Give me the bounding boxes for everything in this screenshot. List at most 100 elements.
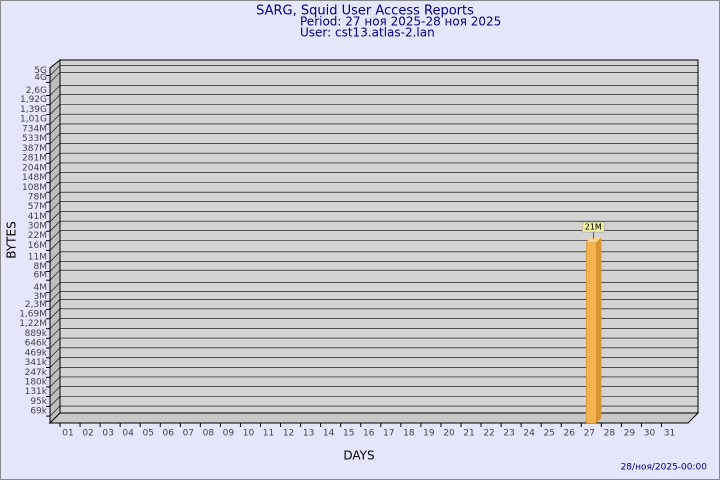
y-tick-label: 30M — [28, 222, 47, 232]
grid-line — [49, 396, 61, 407]
y-tick-label: 148M — [22, 173, 47, 183]
user-label: User: cst13.atlas-2.lan — [300, 26, 435, 40]
y-tick-label: 131k — [25, 387, 48, 397]
x-axis-label: DAYS — [343, 449, 374, 463]
y-tick-label: 1,69M — [19, 309, 47, 319]
y-tick-label: 16M — [28, 241, 47, 251]
grid-line — [49, 182, 61, 193]
x-tick-label: 03 — [102, 429, 113, 439]
grid-line — [49, 172, 61, 183]
y-tick-label: 1,92G — [20, 95, 47, 105]
x-tick-label: 05 — [142, 429, 153, 439]
value-label: 21M — [585, 223, 602, 232]
chart-title: SARG, Squid User Access Reports — [256, 4, 474, 19]
y-tick-label: 95k — [30, 397, 47, 407]
footer-date: 28/ноя/2025-00:00 — [621, 463, 708, 473]
x-tick-label: 25 — [543, 429, 554, 439]
grid-line — [49, 386, 61, 397]
floor — [48, 412, 700, 424]
grid-line — [49, 367, 61, 378]
grid-line — [49, 162, 61, 174]
x-tick-label: 28 — [604, 429, 616, 439]
grid-line — [49, 114, 61, 125]
grid-line — [49, 230, 61, 241]
grid-line — [49, 291, 61, 302]
grid-line — [49, 251, 61, 262]
y-tick-label: 2,6G — [26, 86, 47, 96]
grid-line — [49, 201, 61, 212]
grid-line — [49, 376, 61, 388]
grid-line — [49, 347, 61, 358]
x-tick-label: 11 — [263, 429, 274, 439]
grid-line — [49, 282, 61, 293]
x-tick-label: 04 — [122, 429, 134, 439]
x-tick-label: 18 — [403, 429, 415, 439]
y-tick-label: 4M — [34, 283, 48, 293]
grid-line — [49, 133, 61, 144]
grid-line — [49, 261, 61, 272]
x-tick-label: 15 — [343, 429, 354, 439]
x-tick-label: 26 — [564, 429, 576, 439]
y-tick-label: 646k — [25, 339, 48, 349]
y-tick-label: 204M — [22, 163, 47, 173]
x-tick-label: 31 — [664, 429, 675, 439]
y-tick-label: 41M — [28, 212, 47, 222]
grid-line — [49, 337, 61, 349]
bar — [586, 241, 597, 424]
x-tick-label: 29 — [624, 429, 636, 439]
y-tick-label: 78M — [28, 193, 47, 203]
y-tick-label: 533M — [22, 134, 47, 144]
x-tick-label: 22 — [483, 429, 494, 439]
grid-line — [49, 405, 61, 417]
x-tick-label: 08 — [203, 429, 215, 439]
y-tick-label: 1,01G — [20, 115, 47, 125]
y-tick-label: 341k — [25, 358, 48, 368]
grid-line — [49, 191, 61, 203]
grid-line — [49, 318, 61, 329]
y-tick-label: 889k — [25, 329, 48, 339]
x-tick-label: 13 — [303, 429, 314, 439]
x-tick-label: 09 — [223, 429, 235, 439]
y-tick-label: 247k — [25, 368, 48, 378]
grid-line — [49, 211, 61, 222]
grid-line — [49, 123, 61, 135]
y-tick-label: 2,3M — [25, 300, 47, 310]
grid-line — [49, 308, 61, 319]
grid-line — [49, 221, 61, 232]
grid-line — [49, 357, 61, 368]
x-tick-label: 19 — [423, 429, 435, 439]
x-tick-label: 14 — [323, 429, 335, 439]
x-tick-label: 23 — [503, 429, 514, 439]
grid-line — [49, 240, 61, 251]
y-tick-label: 3M — [34, 292, 48, 302]
x-tick-label: 10 — [243, 429, 255, 439]
label-box — [582, 221, 605, 233]
x-tick-label: 20 — [443, 429, 455, 439]
y-tick-label: 5G — [34, 66, 47, 76]
x-tick-label: 06 — [163, 429, 175, 439]
grid-line — [49, 152, 61, 164]
y-tick-label: 4G — [34, 73, 47, 83]
y-tick-label: 281M — [22, 154, 47, 164]
grid-line — [49, 143, 61, 154]
y-tick-label: 734M — [22, 124, 47, 134]
x-tick-label: 16 — [363, 429, 375, 439]
x-tick-label: 07 — [183, 429, 194, 439]
grid-line — [49, 72, 61, 83]
x-tick-label: 01 — [62, 429, 73, 439]
grid-line — [49, 269, 61, 281]
y-tick-label: 387M — [22, 144, 47, 154]
x-tick-label: 30 — [644, 429, 656, 439]
chart-subtitle: Period: 27 ноя 2025-28 ноя 2025 — [300, 15, 501, 29]
y-tick-label: 469k — [25, 348, 48, 358]
x-tick-label: 02 — [82, 429, 93, 439]
x-tick-label: 21 — [463, 429, 474, 439]
x-tick-label: 17 — [383, 429, 394, 439]
x-tick-label: 27 — [584, 429, 595, 439]
y-tick-label: 1,39G — [20, 105, 47, 115]
y-tick-label: 22M — [28, 231, 47, 241]
y-tick-label: 57M — [28, 202, 47, 212]
grid-line — [49, 85, 61, 96]
back-wall — [59, 59, 699, 414]
